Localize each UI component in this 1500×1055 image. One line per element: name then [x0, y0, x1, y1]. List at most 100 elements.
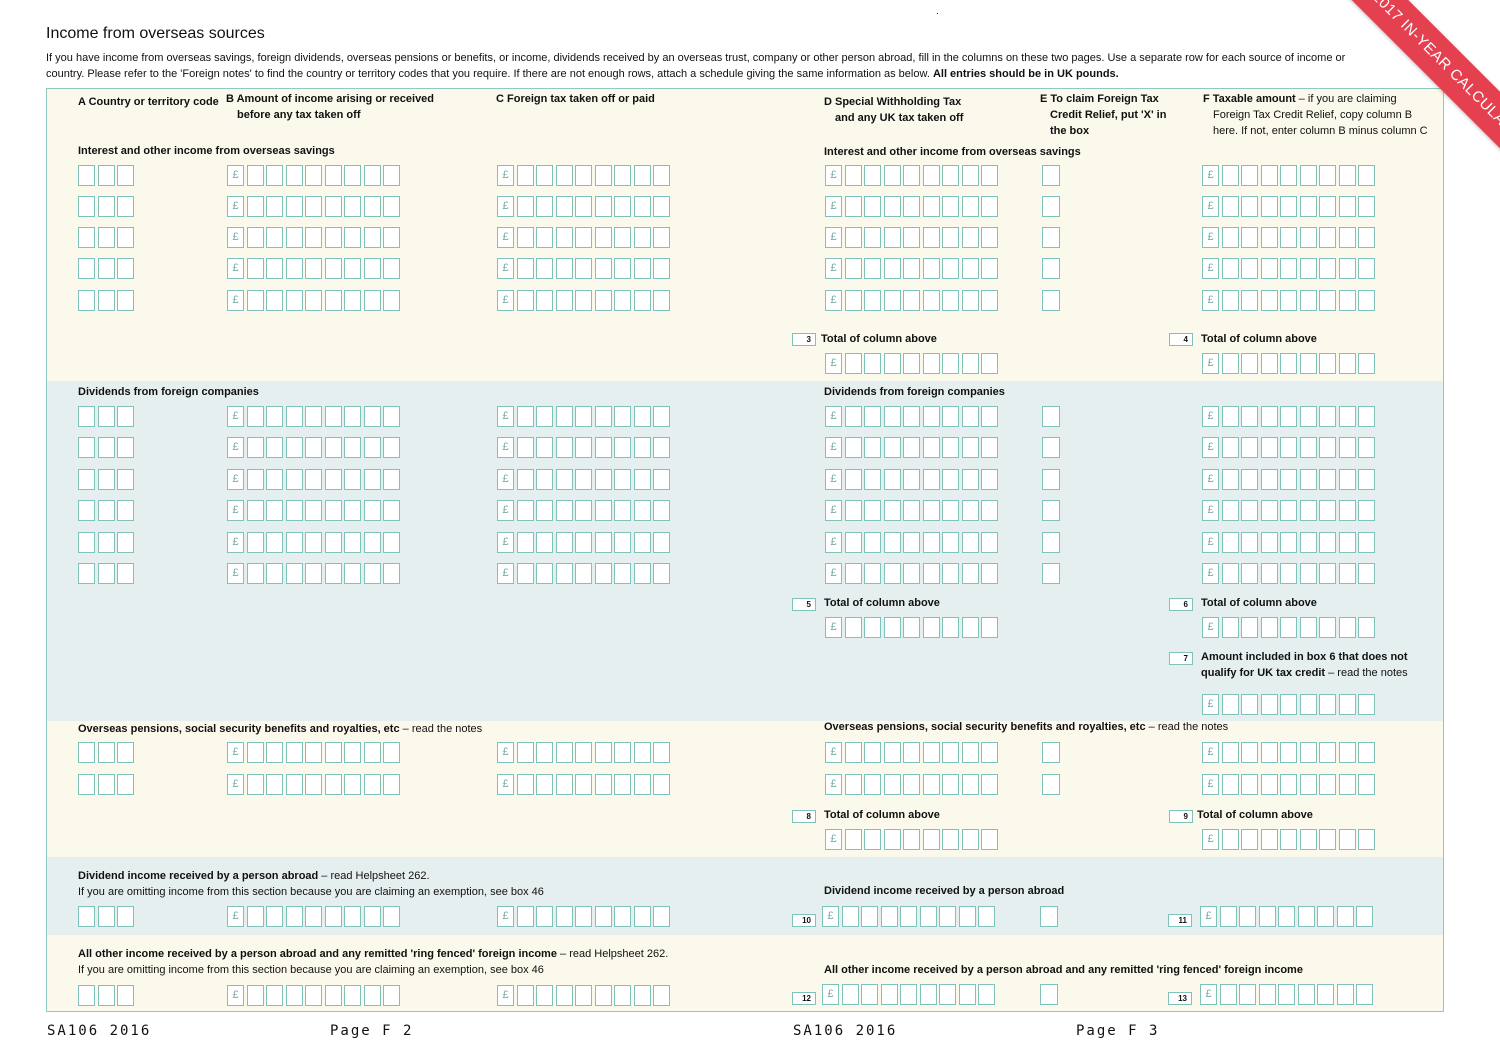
pound-sign[interactable]: £	[1200, 984, 1217, 1005]
digit-cell[interactable]	[1241, 437, 1258, 458]
digit-cell[interactable]	[1299, 290, 1317, 311]
digit-cell[interactable]	[864, 258, 881, 279]
digit-cell[interactable]	[1319, 469, 1336, 490]
digit-cell[interactable]	[844, 829, 862, 850]
dividends-amount-b-1[interactable]: £	[227, 406, 403, 427]
digit-cell[interactable]	[97, 563, 115, 584]
digit-cell[interactable]	[1299, 694, 1317, 715]
dividends-amount-b-2[interactable]: £	[227, 437, 403, 458]
pound-sign[interactable]: £	[227, 406, 244, 427]
digit-cell[interactable]	[1221, 437, 1239, 458]
digit-cell[interactable]	[978, 984, 995, 1005]
digit-cell[interactable]	[883, 258, 901, 279]
digit-cell[interactable]	[344, 742, 361, 763]
digit-cell[interactable]	[536, 774, 553, 795]
digit-cell[interactable]	[633, 437, 651, 458]
savings-tax-c-3[interactable]: £	[497, 227, 673, 248]
digit-cell[interactable]	[1358, 829, 1375, 850]
savings-taxable-f-2[interactable]: £	[1202, 196, 1378, 217]
digit-cell[interactable]	[1338, 165, 1356, 186]
digit-cell[interactable]	[1358, 532, 1375, 553]
digit-cell[interactable]	[363, 500, 381, 521]
digit-cell[interactable]	[363, 227, 381, 248]
digit-cell[interactable]	[246, 165, 264, 186]
digit-cell[interactable]	[1241, 617, 1258, 638]
digit-cell[interactable]	[1221, 532, 1239, 553]
digit-cell[interactable]	[344, 406, 361, 427]
digit-cell[interactable]	[958, 906, 976, 927]
digit-cell[interactable]	[1280, 563, 1297, 584]
digit-cell[interactable]	[1338, 532, 1356, 553]
pound-sign[interactable]: £	[497, 742, 514, 763]
digit-cell[interactable]	[653, 165, 670, 186]
digit-cell[interactable]	[266, 563, 283, 584]
digit-cell[interactable]	[305, 290, 322, 311]
digit-cell[interactable]	[1319, 258, 1336, 279]
digit-cell[interactable]	[594, 500, 612, 521]
digit-cell[interactable]	[594, 196, 612, 217]
digit-cell[interactable]	[1297, 906, 1315, 927]
digit-cell[interactable]	[1221, 829, 1239, 850]
digit-cell[interactable]	[883, 290, 901, 311]
digit-cell[interactable]	[285, 774, 303, 795]
dividends-tax-d-3[interactable]: £	[825, 469, 1001, 490]
digit-cell[interactable]	[1338, 227, 1356, 248]
digit-cell[interactable]	[1241, 290, 1258, 311]
digit-cell[interactable]	[633, 906, 651, 927]
digit-cell[interactable]	[653, 437, 670, 458]
digit-cell[interactable]	[1319, 563, 1336, 584]
digit-cell[interactable]	[844, 774, 862, 795]
digit-cell[interactable]	[324, 742, 342, 763]
digit-cell[interactable]	[78, 742, 95, 763]
digit-cell[interactable]	[246, 774, 264, 795]
digit-cell[interactable]	[536, 406, 553, 427]
digit-cell[interactable]	[883, 500, 901, 521]
digit-cell[interactable]	[383, 985, 400, 1006]
digit-cell[interactable]	[864, 196, 881, 217]
digit-cell[interactable]	[516, 165, 534, 186]
digit-cell[interactable]	[78, 500, 95, 521]
digit-cell[interactable]	[614, 258, 631, 279]
digit-cell[interactable]	[1260, 196, 1278, 217]
digit-cell[interactable]	[961, 469, 979, 490]
pound-sign[interactable]: £	[825, 196, 842, 217]
pound-sign[interactable]: £	[822, 984, 839, 1005]
digit-cell[interactable]	[246, 532, 264, 553]
digit-cell[interactable]	[942, 563, 959, 584]
digit-cell[interactable]	[981, 227, 998, 248]
digit-cell[interactable]	[942, 774, 959, 795]
digit-cell[interactable]	[1221, 774, 1239, 795]
digit-cell[interactable]	[555, 532, 573, 553]
digit-cell[interactable]	[864, 829, 881, 850]
digit-cell[interactable]	[117, 742, 134, 763]
pound-sign[interactable]: £	[227, 563, 244, 584]
digit-cell[interactable]	[1260, 500, 1278, 521]
digit-cell[interactable]	[903, 165, 920, 186]
digit-cell[interactable]	[285, 532, 303, 553]
digit-cell[interactable]	[1260, 694, 1278, 715]
digit-cell[interactable]	[1358, 353, 1375, 374]
digit-cell[interactable]	[653, 742, 670, 763]
digit-cell[interactable]	[516, 742, 534, 763]
digit-cell[interactable]	[961, 563, 979, 584]
digit-cell[interactable]	[939, 984, 956, 1005]
digit-cell[interactable]	[305, 563, 322, 584]
digit-cell[interactable]	[981, 406, 998, 427]
digit-cell[interactable]	[864, 774, 881, 795]
digit-cell[interactable]	[78, 290, 95, 311]
digit-cell[interactable]	[922, 774, 940, 795]
dividends-tax-d-2[interactable]: £	[825, 437, 1001, 458]
digit-cell[interactable]	[1338, 290, 1356, 311]
pound-sign[interactable]: £	[1202, 258, 1219, 279]
box-9-total[interactable]: £	[1202, 829, 1378, 850]
digit-cell[interactable]	[1338, 353, 1356, 374]
digit-cell[interactable]	[861, 984, 878, 1005]
digit-cell[interactable]	[1260, 742, 1278, 763]
digit-cell[interactable]	[305, 437, 322, 458]
dividends-taxable-f-6[interactable]: £	[1202, 563, 1378, 584]
digit-cell[interactable]	[363, 196, 381, 217]
digit-cell[interactable]	[614, 469, 631, 490]
dividends-tax-c-6[interactable]: £	[497, 563, 673, 584]
digit-cell[interactable]	[516, 563, 534, 584]
digit-cell[interactable]	[883, 829, 901, 850]
